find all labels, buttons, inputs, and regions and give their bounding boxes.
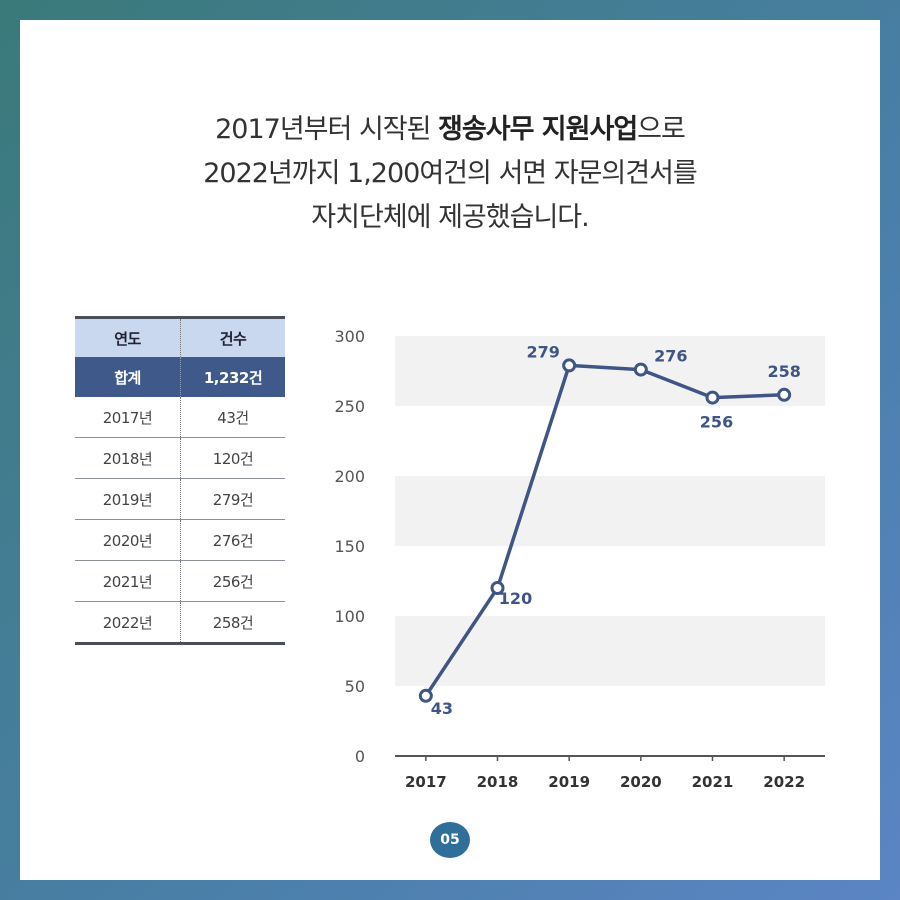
table-row: 2017년 43건 [75,397,285,438]
y-tick-label: 0 [355,747,365,766]
data-label: 279 [526,342,559,361]
data-point [490,581,505,595]
y-tick-label: 250 [334,397,365,416]
data-table: 연도 건수 합계 1,232건 2017년 43건 2018년 120건 201… [75,316,285,645]
data-point [562,358,577,373]
x-tick-label: 2017 [405,773,447,791]
data-label: 256 [700,413,733,432]
data-label: 43 [431,699,453,718]
row-count: 279건 [180,478,285,520]
grid-band [395,616,825,686]
row-count: 256건 [180,560,285,602]
data-label: 276 [654,347,687,366]
row-year: 2021년 [75,560,181,602]
data-label: 120 [499,589,532,608]
y-tick-label: 300 [334,327,365,346]
row-count: 258건 [180,601,285,645]
row-year: 2022년 [75,601,181,645]
y-tick-label: 150 [334,537,365,556]
y-tick-label: 50 [345,677,365,696]
headline-bold: 쟁송사무 지원사업 [438,114,638,145]
x-tick-label: 2021 [692,773,734,791]
series-line [424,363,785,697]
line-chart: 0 50 100 150 200 250 300 2017 2018 2019 2020 2021 20… [334,327,825,791]
row-year: 2019년 [75,478,181,520]
row-count: 43건 [180,397,285,438]
page-number-badge: 05 [430,822,470,858]
x-tick-label: 2018 [477,773,519,791]
headline: 2017년부터 시작된 쟁송사무 지원사업으로 2022년까지 1,200여건의… [20,108,880,240]
row-count: 276건 [180,519,285,561]
table-total-row: 합계 1,232건 [75,357,285,397]
card: 2017년부터 시작된 쟁송사무 지원사업으로 2022년까지 1,200여건의… [20,20,880,880]
table-header-row: 연도 건수 [75,316,285,357]
row-year: 2017년 [75,397,181,438]
table-row: 2018년 120건 [75,437,285,479]
header-count: 건수 [180,316,285,357]
table-row: 2022년 258건 [75,601,285,645]
headline-line-1: 2017년부터 시작된 쟁송사무 지원사업으로 [215,114,686,145]
header-year: 연도 [75,316,181,357]
headline-line-2: 2022년까지 1,200여건의 서면 자문의견서를 [203,158,698,189]
data-point [633,362,648,377]
row-year: 2020년 [75,519,181,561]
data-label: 258 [767,362,800,381]
total-value: 1,232건 [180,357,285,397]
data-point [777,387,792,402]
grid-band [395,476,825,546]
data-point [705,390,720,405]
table-row: 2021년 256건 [75,560,285,602]
y-tick-label: 100 [334,607,365,626]
table-row: 2019년 279건 [75,478,285,520]
total-label: 합계 [75,357,181,397]
x-tick-label: 2022 [763,773,805,791]
x-tick-label: 2020 [620,773,662,791]
row-count: 120건 [180,437,285,479]
data-point [418,688,433,703]
table-row: 2020년 276건 [75,519,285,561]
row-year: 2018년 [75,437,181,479]
y-tick-label: 200 [334,467,365,486]
headline-line-3: 자치단체에 제공했습니다. [311,202,589,233]
x-tick-label: 2019 [548,773,590,791]
